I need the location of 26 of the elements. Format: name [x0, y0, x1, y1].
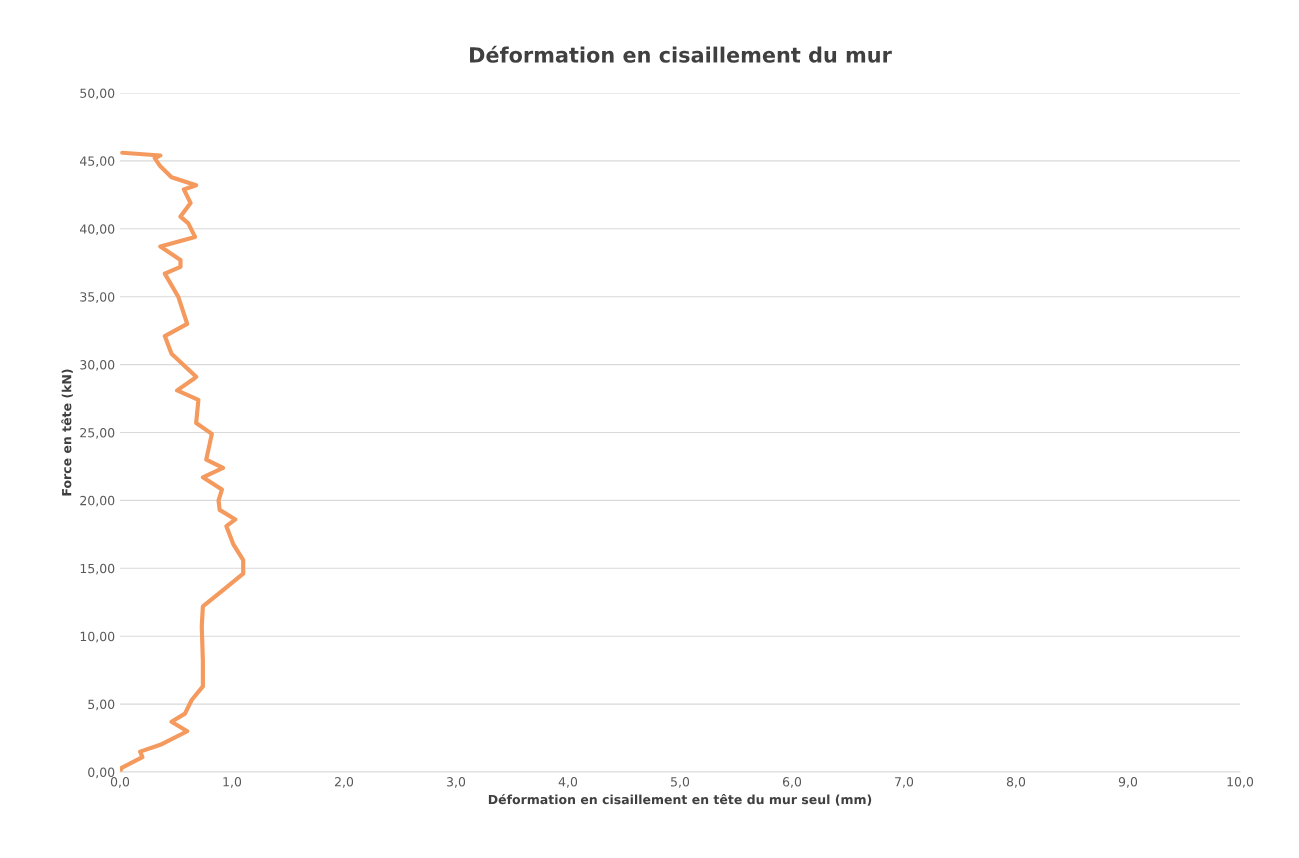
y-tick-label: 20,00	[80, 495, 115, 507]
y-tick-label: 50,00	[80, 88, 115, 100]
x-tick-label: 6,0	[782, 777, 802, 788]
y-tick-label: 25,00	[80, 427, 115, 439]
x-tick-label: 2,0	[334, 777, 354, 788]
x-tick-label: 7,0	[895, 777, 914, 788]
y-tick-label: 35,00	[80, 292, 115, 303]
y-tick-label: 10,00	[80, 631, 115, 643]
y-tick-label: 5,00	[88, 699, 115, 711]
x-tick-label: 0,0	[110, 777, 130, 788]
x-tick-label: 4,0	[558, 777, 578, 788]
line-series	[120, 150, 246, 772]
y-axis-title: Force en tête (kN)	[61, 369, 73, 496]
chart-title: Déformation en cisaillement du mur	[470, 45, 892, 63]
x-tick-label: 5,0	[671, 777, 690, 788]
y-tick-label: 45,00	[79, 156, 115, 168]
y-tick-label: 40,00	[79, 224, 115, 235]
y-tick-label: 15,00	[80, 563, 115, 575]
y-tick-label: 30,00	[80, 360, 115, 371]
x-tick-label: 1,0	[223, 777, 242, 788]
y-tick-label: 0,00	[88, 767, 115, 779]
x-axis-title: Déformation en cisaillement en tête du mur seul (mm)	[488, 794, 872, 806]
x-tick-label: 9,0	[1118, 777, 1138, 788]
x-tick-label: 8,0	[1006, 777, 1026, 788]
x-tick-label: 3,0	[447, 777, 466, 788]
x-tick-label: 10,0	[1227, 777, 1254, 788]
